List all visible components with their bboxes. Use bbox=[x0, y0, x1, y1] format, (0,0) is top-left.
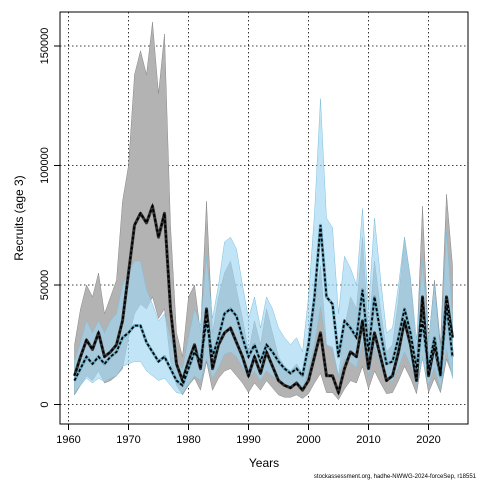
x-axis: 1960 1970 1980 1990 2000 2010 2020 bbox=[56, 424, 441, 446]
x-tick-label: 2020 bbox=[416, 434, 440, 446]
x-tick-label: 2010 bbox=[356, 434, 380, 446]
plot-frame bbox=[59, 11, 469, 425]
x-tick-label: 1980 bbox=[176, 434, 200, 446]
x-tick-label: 1960 bbox=[56, 434, 80, 446]
gray-dashed-line bbox=[73, 202, 454, 396]
y-axis-title: Recruits (age 3) bbox=[12, 175, 26, 260]
y-tick-label: 50000 bbox=[39, 270, 51, 301]
y-tick-label: 150000 bbox=[39, 28, 51, 65]
x-tick-label: 2000 bbox=[296, 434, 320, 446]
credit-text: stockassessment.org, hadhe-NWWG-2024-for… bbox=[314, 474, 477, 480]
y-tick-label: 100000 bbox=[39, 147, 51, 184]
y-tick-label: 0 bbox=[39, 401, 51, 407]
series-lines bbox=[73, 202, 454, 396]
x-tick-label: 1970 bbox=[116, 434, 140, 446]
y-axis: 0 50000 100000 150000 bbox=[39, 28, 60, 408]
x-tick-label: 1990 bbox=[236, 434, 260, 446]
grid-lines bbox=[60, 12, 468, 424]
x-axis-title: Years bbox=[249, 456, 279, 470]
blue-dashed-line bbox=[73, 225, 454, 387]
